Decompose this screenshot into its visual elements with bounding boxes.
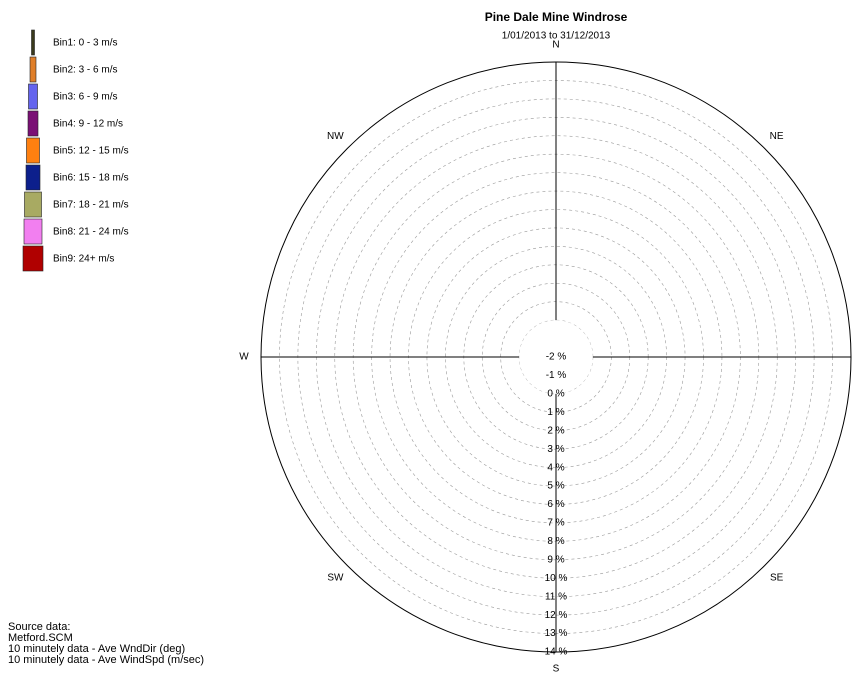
chart-subtitle: 1/01/2013 to 31/12/2013 xyxy=(502,31,611,42)
source-text: 10 minutely data - Ave WndDir (deg) xyxy=(8,643,185,655)
legend-swatch xyxy=(29,56,37,83)
source-text: Source data: xyxy=(8,621,70,633)
legend-label: Bin8: 21 - 24 m/s xyxy=(53,227,129,238)
r-tick-label: -1 % xyxy=(546,370,567,381)
r-tick-label: 7 % xyxy=(547,518,564,529)
r-tick-label: 5 % xyxy=(547,481,564,492)
direction-label: SE xyxy=(770,572,784,583)
legend-swatch xyxy=(24,191,42,218)
legend-swatch xyxy=(23,218,43,245)
r-tick-label: -2 % xyxy=(546,352,567,363)
r-tick-label: 10 % xyxy=(545,573,568,584)
r-tick-label: 12 % xyxy=(545,610,568,621)
r-tick-label: 9 % xyxy=(547,554,564,565)
r-tick-label: 4 % xyxy=(547,462,564,473)
r-tick-label: 1 % xyxy=(547,407,564,418)
chart-title: Pine Dale Mine Windrose xyxy=(485,10,628,24)
legend-swatch xyxy=(22,245,44,272)
legend-label: Bin3: 6 - 9 m/s xyxy=(53,92,117,103)
r-tick-label: 0 % xyxy=(547,389,564,400)
legend-label: Bin6: 15 - 18 m/s xyxy=(53,173,129,184)
source-text: Metford.SCM xyxy=(8,632,73,644)
r-tick-label: 2 % xyxy=(547,425,564,436)
legend-label: Bin5: 12 - 15 m/s xyxy=(53,146,129,157)
r-tick-label: 6 % xyxy=(547,499,564,510)
legend-label: Bin7: 18 - 21 m/s xyxy=(53,200,129,211)
legend-swatch xyxy=(25,164,41,191)
calm-circle xyxy=(519,320,593,394)
direction-label: N xyxy=(552,40,559,51)
r-tick-label: 8 % xyxy=(547,536,564,547)
legend-label: Bin9: 24+ m/s xyxy=(53,254,114,265)
legend-label: Bin4: 9 - 12 m/s xyxy=(53,119,123,130)
r-tick-label: 14 % xyxy=(545,647,568,658)
legend-swatch xyxy=(31,29,35,56)
legend-swatch xyxy=(26,137,40,164)
legend-swatch xyxy=(28,83,38,110)
r-tick-label: 11 % xyxy=(545,591,567,602)
direction-label: NE xyxy=(770,131,784,142)
source-text: 10 minutely data - Ave WindSpd (m/sec) xyxy=(8,654,204,666)
direction-label: S xyxy=(553,664,560,673)
direction-label: SW xyxy=(327,572,344,583)
direction-label: NW xyxy=(327,131,344,142)
r-tick-label: 3 % xyxy=(547,444,564,455)
legend-label: Bin1: 0 - 3 m/s xyxy=(53,38,117,49)
r-tick-label: 13 % xyxy=(545,628,568,639)
legend-swatch xyxy=(27,110,39,137)
legend-label: Bin2: 3 - 6 m/s xyxy=(53,65,117,76)
direction-label: W xyxy=(239,352,249,363)
